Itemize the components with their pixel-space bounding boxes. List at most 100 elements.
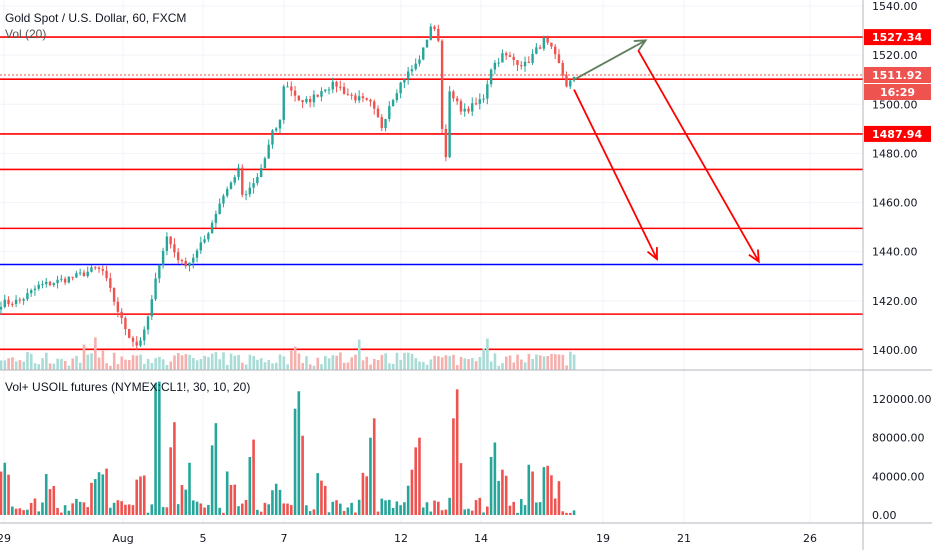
volume-bar [252,356,255,370]
candle-body [380,117,383,129]
volume-bar [109,365,112,370]
price-label-text: 1527.34 [872,31,922,44]
candle-body [173,244,176,253]
time-tick-label: 26 [803,532,817,545]
candle-body [275,128,278,131]
indicator-bar [218,507,221,515]
candle-body [135,341,138,346]
indicator-bar [237,506,240,515]
candle-body [94,267,97,269]
volume-bar [572,354,576,370]
indicator-bar [11,506,14,515]
indicator-bar [26,509,29,515]
volume-bar [154,358,157,370]
indicator-bar [440,510,444,515]
candle-body [516,60,519,66]
indicator-bar [169,447,172,515]
indicator-bar [433,500,436,515]
indicator-bar [327,512,331,515]
indicator-bar [331,501,335,515]
price-tick-label: 1500.00 [872,98,918,111]
indicator-bar [18,508,22,515]
indicator-bar [425,502,429,515]
volume-bar [538,355,542,370]
candle-body [78,272,82,274]
volume-bar [60,358,63,370]
candle-body [350,94,353,96]
volume-bar [399,359,403,370]
volume-bars [0,337,576,370]
volume-bar [504,356,508,370]
indicator-bar [158,381,161,515]
candle-body [561,63,564,76]
volume-bar [501,363,504,370]
indicator-bar [399,505,402,515]
candle-body [150,299,153,317]
volume-bar [18,360,22,370]
volume-bar [124,359,127,370]
volume-bar [512,362,516,370]
candle-body [523,61,527,67]
indicator-bar [365,476,368,515]
volume-bar [26,352,29,370]
candle-body [376,108,380,118]
volume-bar [282,356,286,370]
candle-body [90,267,93,272]
candle-body [252,183,255,188]
time-tick-label: Aug [112,532,133,545]
volume-bar [244,364,248,370]
volume-bar [414,358,418,370]
indicator-bar [293,408,297,515]
indicator-bar [256,509,259,515]
candle-body [146,316,150,330]
indicator-bar [301,435,304,515]
indicator-bar [124,504,127,515]
candle-body [0,306,3,310]
candle-body [33,288,37,291]
indicator-bar [493,442,497,515]
candle-body [452,91,455,99]
indicator-bar [550,475,553,515]
volume-bar [361,360,365,370]
volume-bar [116,364,120,370]
indicator-bar [557,481,561,515]
arrow-shaft [573,89,658,260]
candle-body [440,40,444,129]
volume-bar [357,339,361,370]
indicator-bar [48,489,52,515]
volume-bar [256,359,259,370]
volume-bar [373,358,376,370]
volume-bar [444,355,448,370]
indicator-bar [173,422,176,515]
candle-body [214,213,218,223]
candle-body [538,47,542,49]
volume-bar [233,355,237,370]
volume-bar [565,365,568,370]
arrow-head [646,247,658,261]
volume-bar [561,354,565,370]
volume-bar [0,360,3,370]
candle-body [512,56,515,61]
volume-bar [406,352,410,370]
indicator-bar [60,512,63,515]
candle-body [527,61,530,63]
volume-bar [369,364,372,370]
candle-body [143,329,146,341]
candle-body [406,71,410,80]
candle-body [467,108,470,112]
volume-bar [203,355,206,370]
volume-bar [425,364,429,370]
volume-bar [131,355,135,370]
indicator-bar [316,473,319,515]
volume-bar [550,353,553,370]
volume-bar [520,359,523,370]
indicator-bar [263,502,267,515]
volume-bar [346,362,350,370]
volume-bar [218,359,222,370]
indicator-bar [210,445,214,515]
candle-body [463,108,466,112]
candle-body [324,89,327,92]
indicator-tick-label: 80000.00 [872,432,925,445]
